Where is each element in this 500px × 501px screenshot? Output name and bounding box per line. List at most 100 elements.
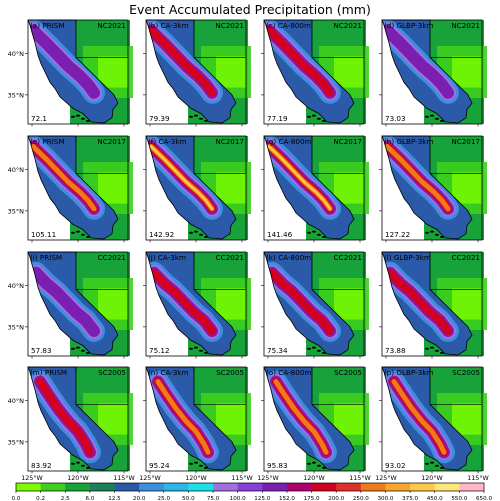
colorbar-tick-label: 250.0 xyxy=(353,496,369,501)
california-border xyxy=(27,251,119,356)
channel-island xyxy=(312,114,316,117)
panel-mean-value: 141.46 xyxy=(267,230,293,239)
panel-event: CC2021 xyxy=(98,253,126,262)
precip-band xyxy=(30,266,100,337)
precip-zone-dry-3 xyxy=(334,172,364,204)
panel-event: SC2005 xyxy=(98,368,126,377)
precip-band xyxy=(273,379,329,455)
california-border xyxy=(27,19,119,124)
colorbar-swatch xyxy=(459,483,485,491)
colorbar-swatch xyxy=(89,483,115,491)
colorbar-swatch xyxy=(188,483,214,491)
colorbar-tick-label: 100.0 xyxy=(230,496,246,501)
colorbar-tick-label: 450.0 xyxy=(427,496,443,501)
colorbar-tick-label: 300.0 xyxy=(377,496,393,501)
lon-label: 125°W xyxy=(139,474,161,482)
lon-label: 125°W xyxy=(257,474,279,482)
map-panel: (d) GLBP-3km NC2021 73.03 xyxy=(379,19,487,127)
colorbar-swatch xyxy=(336,483,362,491)
channel-island xyxy=(435,233,439,236)
channel-island xyxy=(189,347,193,350)
channel-island xyxy=(317,349,321,352)
precip-zone-dry-3 xyxy=(98,172,128,204)
panel-label: (m) PRISM xyxy=(30,368,67,377)
map-panel: (o) CA-800m SC2005 95.83 125°W 120°W 115°W xyxy=(257,366,371,482)
lat-label: 40°N xyxy=(8,282,25,290)
channel-island xyxy=(199,349,203,352)
panel-model-name: CA-800m xyxy=(278,137,311,146)
precip-band xyxy=(386,268,452,335)
channel-island xyxy=(307,462,311,465)
california-border xyxy=(145,135,237,240)
panel-label: (e) PRISM xyxy=(30,137,65,146)
channel-island xyxy=(425,462,429,465)
precip-zone-dry-3 xyxy=(334,56,364,88)
colorbar-swatch xyxy=(385,483,411,491)
channel-island xyxy=(322,235,326,238)
panel-event: SC2005 xyxy=(216,368,244,377)
precip-band xyxy=(268,268,334,335)
colorbar-tick-label: 2.5 xyxy=(61,496,70,501)
colorbar-swatch xyxy=(311,483,337,491)
panel-label: (i) PRISM xyxy=(30,253,62,262)
colorbar-swatch xyxy=(40,483,66,491)
colorbar-swatch xyxy=(213,483,238,491)
channel-island xyxy=(440,119,444,122)
channel-island xyxy=(204,351,208,354)
channel-island xyxy=(81,117,85,120)
channel-island xyxy=(189,462,193,465)
colorbar-tick-label: 20.0 xyxy=(133,496,146,501)
map-panel: (j) CA-3km CC2021 75.12 xyxy=(143,251,251,359)
panel-label: (j) CA-3km xyxy=(148,253,186,262)
channel-island xyxy=(204,119,208,122)
lat-label: 35°N xyxy=(8,91,25,99)
panel-model-name: PRISM xyxy=(45,368,67,377)
channel-island xyxy=(71,115,75,118)
panel-event: NC2021 xyxy=(97,21,126,30)
panel-model-name: CA-800m xyxy=(278,368,311,377)
lat-label: 35°N xyxy=(8,323,25,331)
panel-event: NC2017 xyxy=(215,137,244,146)
lon-label: 115°W xyxy=(349,474,371,482)
lat-label: 40°N xyxy=(8,397,25,405)
panel-label: (b) CA-3km xyxy=(148,21,189,30)
panel-label: (f) CA-3km xyxy=(148,137,187,146)
colorbar-tick-label: 25.0 xyxy=(158,496,171,501)
california-border xyxy=(263,135,355,240)
channel-island xyxy=(194,346,198,349)
panel-event: CC2021 xyxy=(216,253,244,262)
precip-zone-dry-3 xyxy=(216,172,246,204)
colorbar-swatch xyxy=(163,483,189,491)
precip-band xyxy=(147,26,216,97)
channel-island xyxy=(76,230,80,233)
panel-mean-value: 127.22 xyxy=(385,230,410,239)
channel-island xyxy=(425,347,429,350)
precip-zone-dry-3 xyxy=(452,172,482,204)
channel-island xyxy=(199,117,203,120)
panel-label: (o) CA-800m xyxy=(266,368,311,377)
channel-island xyxy=(425,231,429,234)
panel-mean-value: 72.1 xyxy=(31,114,47,123)
channel-island xyxy=(440,235,444,238)
precip-band xyxy=(28,24,100,99)
channel-island xyxy=(317,464,321,467)
colorbar-swatch xyxy=(65,483,91,491)
panel-mean-value: 73.88 xyxy=(385,346,406,355)
colorbar-tick-label: 125.0 xyxy=(254,496,270,501)
california-border xyxy=(381,251,473,356)
lon-label: 115°W xyxy=(467,474,489,482)
channel-island xyxy=(430,461,434,464)
map-panel: (f) CA-3km NC2017 142.92 xyxy=(143,135,251,243)
channel-island xyxy=(204,235,208,238)
panel-model-name: CA-3km xyxy=(160,368,188,377)
channel-island xyxy=(86,235,90,238)
channel-island xyxy=(194,461,198,464)
precip-band xyxy=(391,379,447,455)
map-panel: (a) PRISM NC2021 72.1 40°N 35°N xyxy=(8,19,133,127)
california-border xyxy=(145,251,237,356)
channel-island xyxy=(435,117,439,120)
california-border xyxy=(263,251,355,356)
precip-zone-dry-3 xyxy=(216,56,246,88)
precip-zone-dry-3 xyxy=(452,56,482,88)
